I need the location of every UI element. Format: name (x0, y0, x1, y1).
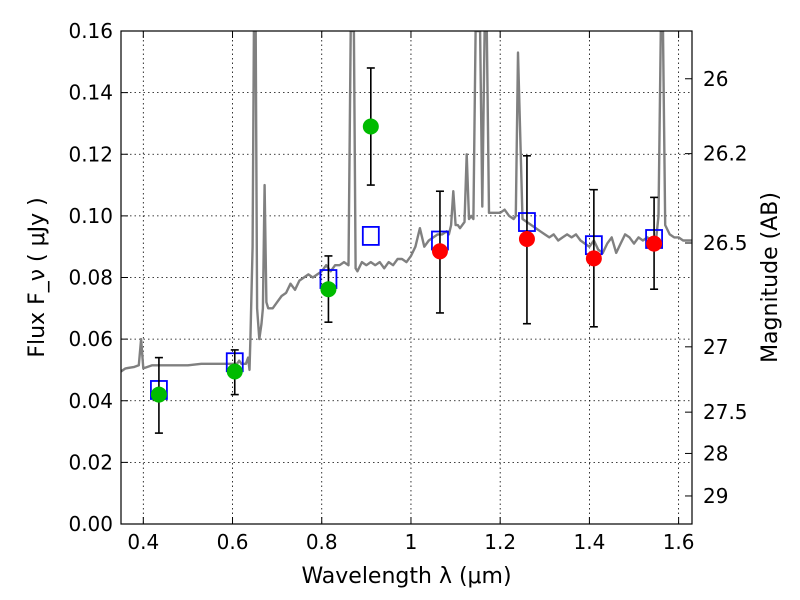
mag-tick-label: 26.5 (703, 231, 748, 255)
spectrum-line (121, 31, 692, 373)
y-tick-label: 0.08 (68, 266, 113, 290)
photometry-point (362, 118, 379, 135)
mag-tick-label: 28 (703, 441, 728, 465)
y2-axis-title: Magnitude (AB) (758, 192, 783, 363)
y-axis-title: Flux F_ν ( μJy ) (25, 197, 50, 357)
x-tick-label: 0.6 (217, 530, 249, 554)
y-tick-label: 0.16 (68, 19, 113, 43)
photometry-point (431, 243, 448, 260)
x-tick-label: 1 (405, 530, 418, 554)
mag-tick-label: 26 (703, 67, 728, 91)
y-tick-label: 0.12 (68, 142, 113, 166)
mag-tick-label: 27 (703, 335, 728, 359)
x-tick-label: 1.4 (573, 530, 605, 554)
photometry-point (226, 363, 243, 380)
spectrum-layer (121, 31, 692, 373)
ticks: 0.4 0.6 0.8 1 1.2 1.4 1.6 0.00 0.02 0.04 0.06 0.08 0… (68, 19, 747, 554)
model-square-marker (361, 226, 380, 246)
y-tick-label: 0.02 (68, 450, 113, 474)
photometry-point (518, 230, 535, 247)
y-tick-label: 0.10 (68, 204, 113, 228)
y-tick-label: 0.04 (68, 389, 113, 413)
grid (121, 30, 692, 525)
x-tick-label: 1.6 (663, 530, 695, 554)
x-tick-label: 1.2 (484, 530, 516, 554)
markers-layer (150, 67, 663, 434)
mag-tick-label: 26.2 (703, 142, 748, 166)
x-axis-title: Wavelength λ (μm) (301, 564, 511, 589)
photometry-point (320, 281, 337, 298)
x-tick-label: 0.8 (306, 530, 338, 554)
y-tick-label: 0.14 (68, 81, 113, 105)
photometry-point (646, 235, 663, 252)
y-tick-label: 0.00 (68, 512, 113, 536)
mag-tick-label: 27.5 (703, 400, 748, 424)
x-tick-label: 0.4 (127, 530, 159, 554)
photometry-point (150, 386, 167, 403)
y-tick-label: 0.06 (68, 327, 113, 351)
photometry-point (585, 250, 602, 267)
mag-tick-label: 29 (703, 484, 728, 508)
